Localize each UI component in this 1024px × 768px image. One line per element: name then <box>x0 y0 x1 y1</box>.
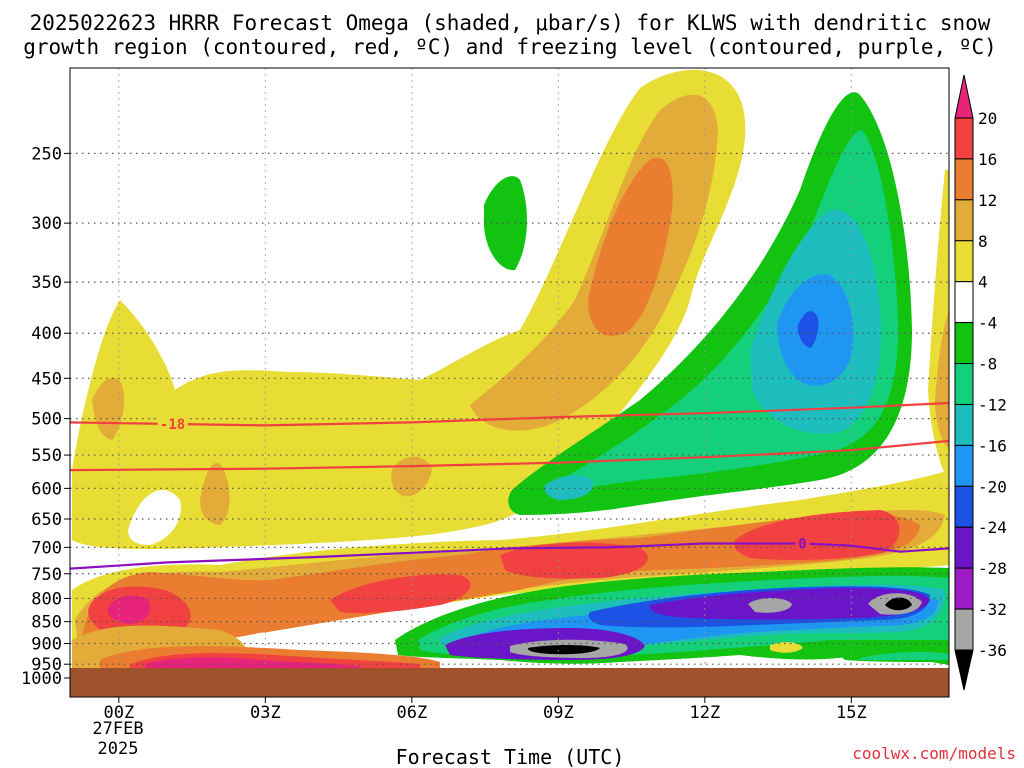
omega-field-warm-upper <box>72 69 746 550</box>
freezing-level-contour <box>70 542 949 570</box>
dgz-bottom-contour <box>70 439 949 472</box>
colorbar-label-8: 8 <box>978 232 988 251</box>
colorbar-top-arrow <box>954 74 974 119</box>
y-tick-label-750: 750 <box>31 565 62 585</box>
colorbar-swatch-9 <box>954 444 974 487</box>
y-tick-label-1000: 1000 <box>21 669 62 689</box>
y-tick-label-600: 600 <box>31 479 62 499</box>
x-tick-label-00Z: 00Z <box>103 703 134 723</box>
colorbar-swatch-7 <box>954 363 974 405</box>
x-tick-label-03Z: 03Z <box>250 703 281 723</box>
y-tick-label-900: 900 <box>31 635 62 655</box>
y-tick-label-550: 550 <box>31 446 62 466</box>
colorbar-label--32: -32 <box>978 600 1007 619</box>
colorbar-label--36: -36 <box>978 641 1007 660</box>
x-date-label-day: 27FEB <box>92 719 143 739</box>
omega-field-cool-lower <box>395 567 949 665</box>
contour-lines: -18 0 <box>70 401 949 570</box>
colorbar-label--16: -16 <box>978 436 1007 455</box>
chart-title-line1: 2025022623 HRRR Forecast Omega (shaded, … <box>30 11 991 35</box>
gridlines <box>70 68 949 668</box>
colorbar-label--20: -20 <box>978 477 1007 496</box>
colorbar-bottom-arrow <box>954 649 974 691</box>
colorbar-label--4: -4 <box>978 314 997 333</box>
x-tick-label-06Z: 06Z <box>396 703 427 723</box>
dgz-top-contour <box>70 401 949 427</box>
y-tick-label-250: 250 <box>31 144 62 164</box>
x-tick-label-12Z: 12Z <box>689 703 720 723</box>
colorbar-label-20: 20 <box>978 109 997 128</box>
y-tick-label-300: 300 <box>31 214 62 234</box>
colorbar-label-4: 4 <box>978 273 988 292</box>
y-tick-label-850: 850 <box>31 613 62 633</box>
y-tick-label-500: 500 <box>31 410 62 430</box>
colorbar-swatch-3 <box>954 199 974 242</box>
plot-frame <box>69 67 950 698</box>
colorbar-label-16: 16 <box>978 150 997 169</box>
y-tick-label-950: 950 <box>31 655 62 675</box>
y-tick-label-700: 700 <box>31 538 62 558</box>
x-tick-label-09Z: 09Z <box>543 703 574 723</box>
colorbar-swatch-1 <box>954 117 974 160</box>
credit-text: coolwx.com/models <box>852 744 1016 763</box>
terrain-ground <box>70 668 949 697</box>
colorbar-label--8: -8 <box>978 355 997 374</box>
colorbar: 20 16 12 8 4 -4 -8 -12 -16 -20 -24 -28 -32 -36 <box>954 74 1007 691</box>
plot-area: -18 0 <box>70 68 949 697</box>
colorbar-swatch-5 <box>954 281 974 324</box>
dgz-contour-label: -18 <box>160 417 185 433</box>
x-axis: 00Z 03Z 06Z 09Z 12Z 15Z <box>103 697 867 723</box>
y-tick-label-350: 350 <box>31 273 62 293</box>
x-tick-label-15Z: 15Z <box>836 703 867 723</box>
colorbar-swatch-13 <box>954 608 974 651</box>
y-axis: 2503003504004505005506006507007508008509… <box>21 144 70 689</box>
colorbar-label--12: -12 <box>978 395 1007 414</box>
y-tick-label-450: 450 <box>31 369 62 389</box>
colorbar-swatch-10 <box>954 485 974 528</box>
colorbar-swatch-11 <box>954 526 974 569</box>
omega-field-warm-lower <box>72 470 949 665</box>
colorbar-label--28: -28 <box>978 559 1007 578</box>
y-tick-label-400: 400 <box>31 324 62 344</box>
y-tick-label-800: 800 <box>31 589 62 609</box>
y-tick-label-650: 650 <box>31 510 62 530</box>
x-axis-label: Forecast Time (UTC) <box>396 745 625 768</box>
colorbar-swatch-8 <box>954 403 974 446</box>
colorbar-label-12: 12 <box>978 191 997 210</box>
colorbar-label--24: -24 <box>978 518 1007 537</box>
freezing-label-bg <box>795 535 810 552</box>
colorbar-swatch-4 <box>954 240 974 283</box>
colorbar-swatch-12 <box>954 567 974 610</box>
dgz-label-bg <box>157 415 188 432</box>
colorbar-swatch-6 <box>954 322 974 365</box>
x-date-label-year: 2025 <box>98 739 139 759</box>
freezing-contour-label: 0 <box>798 537 806 553</box>
chart-title-line2: growth region (contoured, red, ºC) and f… <box>23 35 997 59</box>
colorbar-swatch-2 <box>954 158 974 201</box>
